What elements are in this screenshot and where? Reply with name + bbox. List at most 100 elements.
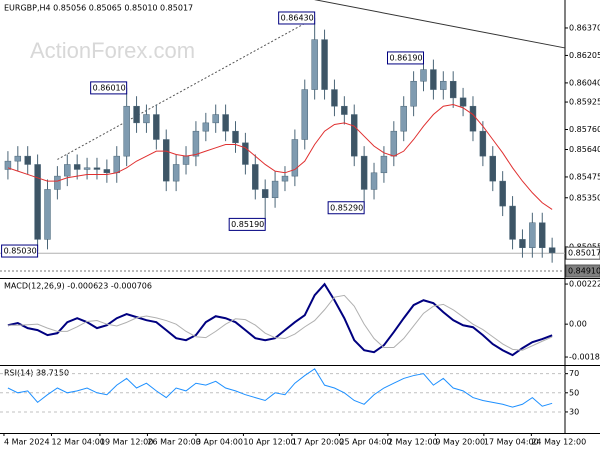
candle-body [499, 180, 506, 207]
y-tick-label: 0.85475 [569, 172, 600, 181]
trendline [57, 17, 315, 160]
candle-body [519, 239, 526, 248]
candle-body [24, 155, 31, 165]
x-tick-label: 25 Apr 04:00 [339, 438, 391, 447]
annotation-label: 0.85190 [231, 220, 264, 229]
x-tick-label: 24 May 12:00 [531, 438, 586, 447]
candle-body [548, 247, 556, 253]
series-line [7, 282, 553, 357]
candle-body [321, 39, 328, 90]
candle-body [400, 105, 407, 132]
y-tick-label: 0.85925 [569, 98, 600, 107]
series-line [7, 368, 553, 408]
candle-body [489, 155, 496, 182]
candle-body [172, 164, 180, 182]
candle-body [44, 189, 51, 240]
candle-body [182, 155, 190, 165]
candle-body [261, 189, 269, 199]
candle-body [271, 180, 279, 199]
annotation-box [90, 81, 128, 95]
candle-body [370, 172, 378, 190]
candle-body [232, 130, 239, 144]
candle-body [212, 114, 219, 124]
candle-body [380, 155, 388, 174]
x-tick-label: 4 Mar 2024 [4, 438, 50, 447]
candle-body [54, 175, 61, 190]
candle-body [459, 97, 467, 107]
candle-body [420, 69, 427, 82]
candle-body [222, 114, 229, 132]
candle-body [410, 80, 417, 107]
chart-title: EURGBP,H4 0.85056 0.85065 0.85010 0.8501… [4, 4, 193, 13]
y-tick-label: 0.85640 [569, 145, 600, 154]
price-box [565, 264, 600, 278]
watermark: ActionForex.com [30, 38, 195, 63]
annotation-label: 0.86430 [281, 13, 314, 22]
candle-body [153, 114, 160, 140]
candle-body [252, 164, 259, 190]
annotation-label: 0.86190 [390, 53, 423, 62]
candle-body [113, 155, 120, 174]
candle-body [103, 169, 111, 174]
series-line [7, 104, 553, 210]
candle-body [281, 175, 289, 182]
candle-body [351, 114, 358, 157]
y-tick-label: 70 [569, 369, 579, 378]
y-tick-label: 50 [569, 388, 579, 397]
candle-body [390, 130, 398, 157]
candle-body [192, 130, 200, 157]
candle-body [311, 39, 318, 90]
candle-body [291, 139, 299, 177]
annotation-box [327, 201, 365, 215]
annotation-box [1, 244, 39, 258]
candle-body [133, 105, 140, 124]
y-tick-label: 30 [569, 407, 579, 416]
candle-body [529, 222, 536, 248]
x-tick-label: 17 Apr 20:00 [292, 438, 344, 447]
annotation-box [228, 217, 266, 231]
y-tick-label: 0.85760 [569, 125, 600, 134]
candle-body [143, 114, 150, 124]
price-label: 0.85017 [568, 249, 600, 258]
x-tick-label: 17 May 04:00 [484, 438, 539, 447]
candle-body [14, 155, 22, 162]
candle-body [440, 80, 447, 90]
candle-body [539, 222, 546, 248]
x-tick-label: 10 Apr 12:00 [243, 438, 295, 447]
annotation-label: 0.85030 [4, 247, 37, 256]
x-tick-label: 12 Mar 04:00 [51, 438, 104, 447]
price-label: 0.84910 [568, 267, 600, 276]
candle-body [509, 205, 516, 240]
y-tick-label: 0.86040 [569, 78, 600, 87]
trendline [314, 0, 566, 49]
candle-body [331, 89, 338, 107]
candle-body [73, 164, 81, 170]
candle-body [469, 105, 477, 132]
candle-body [163, 139, 170, 182]
series-line [7, 294, 553, 351]
candle-body [202, 122, 210, 132]
candle-body [34, 164, 41, 240]
candle-body [123, 105, 130, 157]
y-tick-label: 0.86370 [569, 23, 600, 32]
macd-title: MACD(12,26,9) -0.000623 -0.000706 [4, 282, 152, 291]
x-tick-label: 9 May 20:00 [435, 438, 485, 447]
candle-body [449, 80, 457, 99]
candle-body [93, 167, 101, 170]
candle-body [479, 130, 487, 157]
rsi-title: RSI(14) 38.7150 [4, 369, 69, 378]
annotation-label: 0.86010 [93, 83, 126, 92]
candle-body [341, 105, 348, 115]
x-tick-label: 3 Apr 04:00 [196, 438, 243, 447]
candle-body [360, 155, 368, 190]
x-tick-label: 19 Mar 12:00 [100, 438, 153, 447]
y-tick-label: 0.00 [569, 320, 587, 329]
candle-body [64, 164, 71, 177]
x-tick-label: 26 Mar 20:00 [147, 438, 200, 447]
candle-body [242, 142, 249, 165]
candle-body [301, 89, 308, 140]
candle-body [83, 167, 91, 170]
annotation-box [387, 51, 425, 65]
price-box [565, 246, 600, 260]
